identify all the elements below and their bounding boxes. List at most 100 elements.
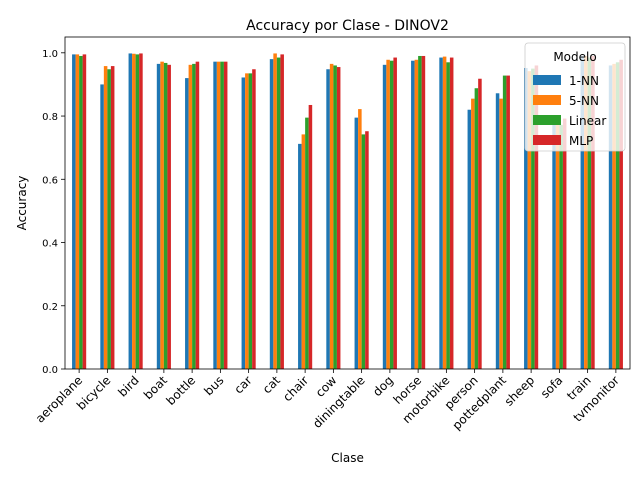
bar-1-nn-pottedplant — [495, 93, 500, 369]
bars — [72, 53, 623, 370]
bar-1-nn-dog — [382, 64, 387, 369]
bar-5-nn-car — [245, 73, 249, 369]
bar-mlp-tvmonitor — [619, 59, 623, 369]
bar-mlp-train — [591, 55, 595, 369]
bar-1-nn-person — [467, 109, 472, 369]
bar-1-nn-bird — [128, 53, 133, 370]
bar-mlp-bicycle — [110, 66, 115, 369]
bar-5-nn-bicycle — [103, 66, 108, 369]
bar-1-nn-motorbike — [439, 57, 443, 370]
legend-swatch-5-nn — [533, 95, 561, 105]
bar-linear-chair — [305, 117, 309, 369]
bar-1-nn-bicycle — [100, 84, 104, 369]
bar-5-nn-horse — [414, 59, 419, 369]
bar-5-nn-chair — [301, 134, 306, 369]
y-tick-label: 0.4 — [42, 239, 58, 250]
y-tick-label: 0.8 — [42, 112, 58, 123]
legend-label: 5-NN — [569, 94, 599, 108]
legend: Modelo 1-NN 5-NN Linear MLP — [524, 42, 626, 152]
bar-5-nn-train — [584, 55, 588, 369]
bar-linear-bicycle — [107, 69, 111, 369]
bar-5-nn-dog — [386, 59, 390, 369]
x-axis-label: Clase — [331, 451, 364, 465]
bar-linear-motorbike — [446, 62, 450, 370]
y-tick-label: 0.2 — [42, 302, 58, 313]
bar-1-nn-sheep — [524, 67, 528, 369]
bar-1-nn-horse — [411, 60, 415, 369]
legend-swatch-linear — [533, 115, 561, 125]
y-tick-label: 0.6 — [42, 175, 58, 186]
bar-mlp-sheep — [534, 65, 539, 369]
bar-mlp-cow — [336, 67, 341, 370]
y-axis-label: Accuracy — [15, 176, 29, 231]
bar-5-nn-cow — [329, 63, 334, 369]
bar-linear-boat — [163, 62, 168, 370]
bar-linear-cow — [333, 65, 337, 369]
bar-mlp-cat — [280, 54, 284, 370]
bar-5-nn-bottle — [188, 64, 193, 369]
bar-1-nn-aeroplane — [72, 54, 76, 370]
bar-mlp-pottedplant — [506, 75, 510, 369]
legend-swatch-1-nn — [533, 75, 561, 85]
bar-1-nn-boat — [156, 63, 161, 369]
bar-5-nn-tvmonitor — [612, 63, 616, 369]
y-tick-label: 0.0 — [42, 365, 58, 376]
bar-5-nn-sofa — [555, 123, 560, 369]
bar-5-nn-aeroplane — [75, 54, 80, 370]
bar-1-nn-train — [580, 55, 585, 369]
bar-linear-bottle — [192, 63, 196, 369]
bar-mlp-chair — [308, 104, 313, 369]
bar-mlp-motorbike — [449, 57, 454, 370]
bar-mlp-horse — [421, 55, 426, 369]
legend-label: MLP — [569, 134, 593, 148]
bar-1-nn-cow — [326, 69, 330, 369]
bar-1-nn-car — [241, 77, 246, 369]
bar-5-nn-sheep — [527, 71, 532, 370]
bar-1-nn-cat — [269, 59, 274, 370]
bar-linear-horse — [418, 55, 422, 369]
bar-linear-bus — [220, 61, 224, 370]
bar-5-nn-bird — [132, 53, 136, 370]
bar-5-nn-bus — [216, 61, 221, 370]
bar-linear-diningtable — [361, 134, 366, 369]
bar-mlp-bottle — [195, 61, 200, 370]
bar-5-nn-pottedplant — [499, 98, 503, 370]
bar-mlp-bird — [139, 53, 143, 370]
bar-1-nn-diningtable — [354, 117, 359, 369]
bar-linear-person — [474, 88, 479, 370]
bar-linear-car — [248, 73, 253, 369]
bar-linear-train — [587, 57, 592, 370]
bar-1-nn-sofa — [552, 124, 556, 369]
bar-5-nn-motorbike — [442, 56, 447, 369]
bar-mlp-dog — [393, 57, 397, 370]
y-tick-label: 1.0 — [42, 49, 58, 60]
bar-mlp-car — [252, 69, 256, 369]
bar-mlp-diningtable — [365, 131, 369, 369]
bar-mlp-person — [478, 78, 482, 369]
bar-1-nn-bottle — [185, 78, 189, 369]
bar-5-nn-person — [471, 98, 475, 370]
bar-5-nn-diningtable — [358, 109, 362, 369]
bar-linear-sofa — [559, 124, 563, 369]
legend-swatch-mlp — [533, 135, 561, 145]
bar-mlp-aeroplane — [82, 54, 87, 370]
bar-linear-tvmonitor — [615, 62, 620, 370]
bar-linear-bird — [135, 54, 140, 370]
bar-linear-cat — [276, 57, 281, 370]
bar-5-nn-boat — [160, 61, 164, 370]
bar-5-nn-cat — [273, 53, 277, 370]
bar-mlp-sofa — [562, 118, 567, 369]
legend-label: 1-NN — [569, 74, 599, 88]
axes-frame — [64, 36, 631, 370]
bar-linear-aeroplane — [79, 55, 83, 369]
bar-1-nn-bus — [213, 61, 217, 370]
bar-1-nn-tvmonitor — [608, 65, 613, 369]
bar-mlp-bus — [223, 61, 228, 370]
legend-label: Linear — [569, 114, 606, 128]
bar-1-nn-chair — [298, 143, 302, 369]
bar-linear-sheep — [531, 68, 535, 369]
bar-linear-dog — [389, 60, 394, 369]
bar-mlp-boat — [167, 64, 171, 369]
legend-title: Modelo — [553, 50, 596, 64]
